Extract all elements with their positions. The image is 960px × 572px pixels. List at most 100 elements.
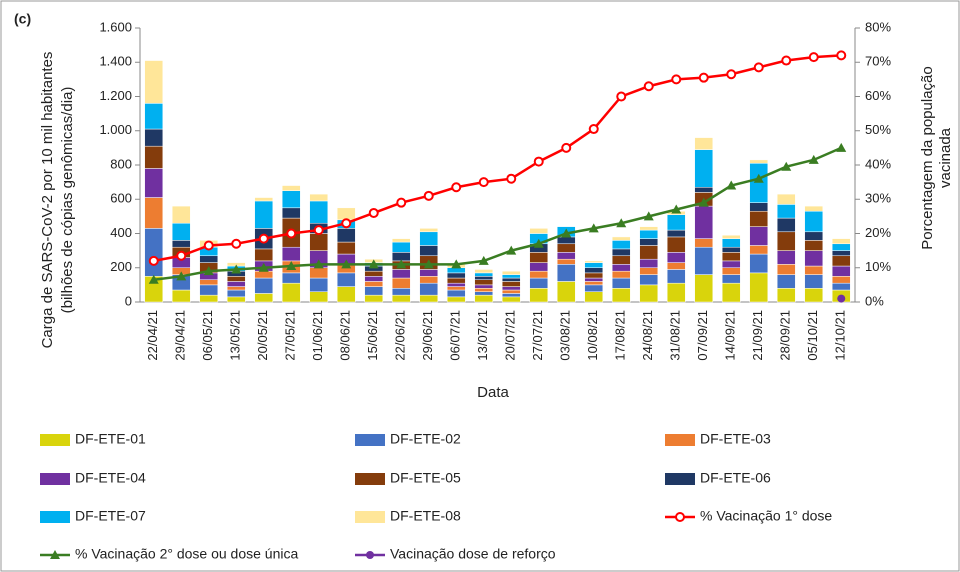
line-marker	[616, 91, 627, 102]
bar-segment	[419, 294, 439, 303]
bar-segment	[501, 286, 521, 291]
legend-swatch	[665, 434, 695, 446]
bar-segment	[694, 187, 714, 193]
bar-segment	[749, 210, 769, 227]
bar-segment	[584, 284, 604, 292]
bar-segment	[556, 243, 576, 253]
legend-label: DF-ETE-03	[700, 431, 771, 447]
bar-segment	[556, 264, 576, 282]
bar-segment	[144, 145, 164, 169]
bar-segment	[226, 286, 246, 291]
bar-segment	[199, 294, 219, 303]
bar-segment	[281, 190, 301, 209]
y-tick-label: 200	[110, 259, 132, 274]
bar-segment	[254, 197, 274, 202]
bar-segment	[831, 276, 851, 284]
bar-segment	[336, 272, 356, 287]
bar-segment	[144, 228, 164, 277]
bar-segment	[611, 236, 631, 241]
y2-tick-label: 80%	[865, 19, 891, 34]
x-tick-label: 15/06/21	[365, 310, 380, 361]
bar-segment	[666, 262, 686, 270]
bar-segment	[474, 272, 494, 277]
bar-segment	[804, 274, 824, 289]
bar-segment	[721, 274, 741, 284]
bar-segment	[529, 277, 549, 289]
legend-label: DF-ETE-05	[390, 470, 461, 486]
bar-segment	[584, 272, 604, 279]
legend-label: % Vacinação 1° dose	[700, 508, 832, 524]
y-tick-label: 800	[110, 156, 132, 171]
line-marker	[176, 271, 187, 281]
bar-segment	[611, 277, 631, 289]
line-marker	[561, 142, 572, 153]
bar-segment	[639, 245, 659, 260]
line-marker	[286, 261, 297, 271]
bar-segment	[226, 276, 246, 282]
y-tick-label: 1.600	[99, 19, 132, 34]
bar-segment	[529, 252, 549, 263]
line-marker	[836, 142, 847, 152]
bar-segment	[804, 205, 824, 212]
bar-segment	[611, 264, 631, 272]
bar-segment	[254, 270, 274, 279]
bar-segment	[226, 281, 246, 287]
x-tick-label: 07/09/21	[695, 310, 710, 361]
bar-segment	[584, 267, 604, 274]
y2-tick-label: 30%	[865, 191, 891, 206]
bar-segment	[144, 168, 164, 198]
line-marker	[258, 262, 269, 272]
x-tick-label: 29/06/21	[420, 310, 435, 361]
y-label: Carga de SARS-CoV-2 por 10 mil habitante…	[39, 52, 56, 349]
x-tick-label: 05/10/21	[805, 310, 820, 361]
y2-label: vacinada	[937, 127, 954, 188]
y-tick-label: 1.000	[99, 122, 132, 137]
bar-segment	[309, 193, 329, 202]
bar-segment	[446, 286, 466, 291]
bar-segment	[254, 248, 274, 262]
bar-segment	[556, 236, 576, 245]
bar-segment	[254, 293, 274, 303]
bar-segment	[584, 291, 604, 303]
y2-tick-label: 0%	[865, 293, 884, 308]
x-tick-label: 06/05/21	[200, 310, 215, 361]
line-marker	[423, 259, 434, 269]
line-marker	[781, 161, 792, 171]
bar-segment	[309, 200, 329, 224]
line-marker	[148, 255, 159, 266]
bar-segment	[776, 204, 796, 219]
bar-segment	[776, 217, 796, 233]
x-tick-label: 27/05/21	[283, 310, 298, 361]
bar-segment	[501, 296, 521, 303]
x-tick-label: 27/07/21	[530, 310, 545, 361]
bar-segment	[831, 250, 851, 257]
bar-segment	[721, 252, 741, 262]
bar-segment	[446, 289, 466, 298]
bar-segment	[171, 205, 191, 224]
line-marker	[258, 233, 269, 244]
line-marker	[368, 207, 379, 218]
line-marker	[588, 223, 599, 233]
line-marker	[533, 238, 544, 248]
line-marker	[726, 69, 737, 80]
bar-segment	[776, 288, 796, 303]
bar-segment	[639, 238, 659, 246]
bar-segment	[831, 265, 851, 277]
x-tick-label: 24/08/21	[640, 310, 655, 361]
bar-segment	[419, 231, 439, 246]
bar-segment	[584, 281, 604, 286]
x-tick-label: 08/06/21	[338, 310, 353, 361]
line-marker	[313, 225, 324, 236]
bar-segment	[199, 255, 219, 263]
y-tick-label: 1.400	[99, 54, 132, 69]
bar-segment	[666, 269, 686, 284]
x-tick-label: 20/05/21	[255, 310, 270, 361]
bar-segment	[171, 289, 191, 303]
x-tick-label: 14/09/21	[723, 310, 738, 361]
x-tick-label: 28/09/21	[778, 310, 793, 361]
bar-segment	[391, 294, 411, 303]
bar-segment	[309, 267, 329, 279]
bar-segment	[804, 231, 824, 241]
line-marker	[313, 259, 324, 269]
line-marker	[368, 259, 379, 269]
